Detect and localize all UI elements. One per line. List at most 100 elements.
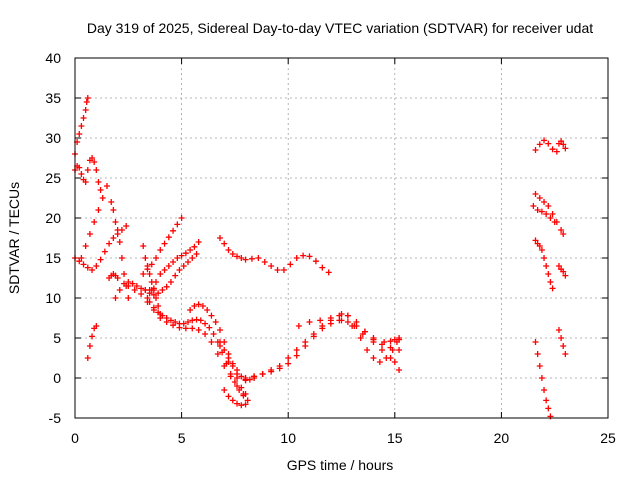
data-point [144,299,151,305]
data-point [125,283,132,289]
data-point [170,227,177,234]
data-point [148,279,155,285]
data-point [234,371,241,377]
data-point [161,267,168,273]
data-point [310,331,317,337]
data-point [221,363,228,369]
data-point [536,363,543,369]
series-arc-7 [106,271,121,281]
plot-frame [74,57,609,419]
y-axis-title: SDTVAR / TECUs [6,182,22,294]
data-point [268,367,275,373]
data-point [381,339,388,345]
y-tick-label: 15 [45,250,61,266]
data-point [112,295,119,301]
data-point [93,167,100,173]
data-point [165,263,172,269]
data-point [238,402,245,409]
data-point [545,203,552,209]
data-point [78,123,85,129]
data-point [108,199,115,205]
series-arc-22 [216,235,332,276]
data-point [376,359,383,365]
data-point [93,323,100,329]
data-point [379,347,386,353]
data-point [364,347,371,353]
data-point [242,256,249,263]
data-point [176,267,183,273]
data-point [242,375,249,381]
data-point [140,243,147,249]
data-point [562,145,569,152]
data-point [155,290,162,297]
data-point [312,258,319,265]
data-point [351,323,358,329]
data-point [234,383,241,389]
data-point [229,251,236,257]
data-point [543,211,550,217]
data-point [538,208,545,215]
data-point [125,295,132,301]
series-arc-17 [221,387,249,409]
data-point [148,261,155,268]
data-point [195,327,202,333]
data-point [195,239,202,245]
grid [75,58,608,418]
data-point [84,95,91,101]
data-point [208,339,215,345]
data-point [91,219,98,225]
data-point [229,397,236,404]
series-arc-25 [532,191,567,237]
data-point [541,199,548,205]
data-point [138,285,145,292]
data-point [216,327,223,333]
data-point [353,319,360,325]
data-point [76,131,83,137]
data-point [532,147,539,153]
data-point [82,107,89,113]
data-point [532,191,539,197]
data-point [541,137,548,144]
data-point [261,259,268,265]
data-point [562,351,569,357]
data-point [293,347,300,353]
data-point [180,320,187,327]
data-point [547,279,554,285]
data-point [116,239,123,245]
data-point [306,319,313,325]
data-point [541,255,548,261]
data-point [95,179,102,185]
data-point [319,264,326,271]
data-point [327,315,334,321]
data-point [212,319,219,325]
data-point [114,227,121,233]
data-point [167,317,174,324]
data-point [208,312,215,319]
data-point [393,339,400,345]
data-point [95,207,102,213]
data-point [187,307,194,313]
data-point [84,167,91,173]
data-point [165,234,172,241]
data-point [155,309,162,316]
data-point [114,275,121,281]
data-point [131,287,138,293]
data-point [344,312,351,319]
data-point [80,115,87,121]
series-arc-23 [532,339,554,420]
x-tick-label: 5 [178,430,186,446]
data-point [545,271,552,277]
data-point [78,255,85,261]
data-point [558,335,565,341]
data-point [82,179,89,185]
data-point [193,251,200,257]
series-arc-15 [187,301,249,397]
data-point [170,322,177,329]
data-point [549,146,556,153]
data-point [300,252,307,259]
data-point [387,338,394,345]
series-arc-27 [532,137,560,155]
data-point [558,227,565,233]
data-point [558,138,565,145]
